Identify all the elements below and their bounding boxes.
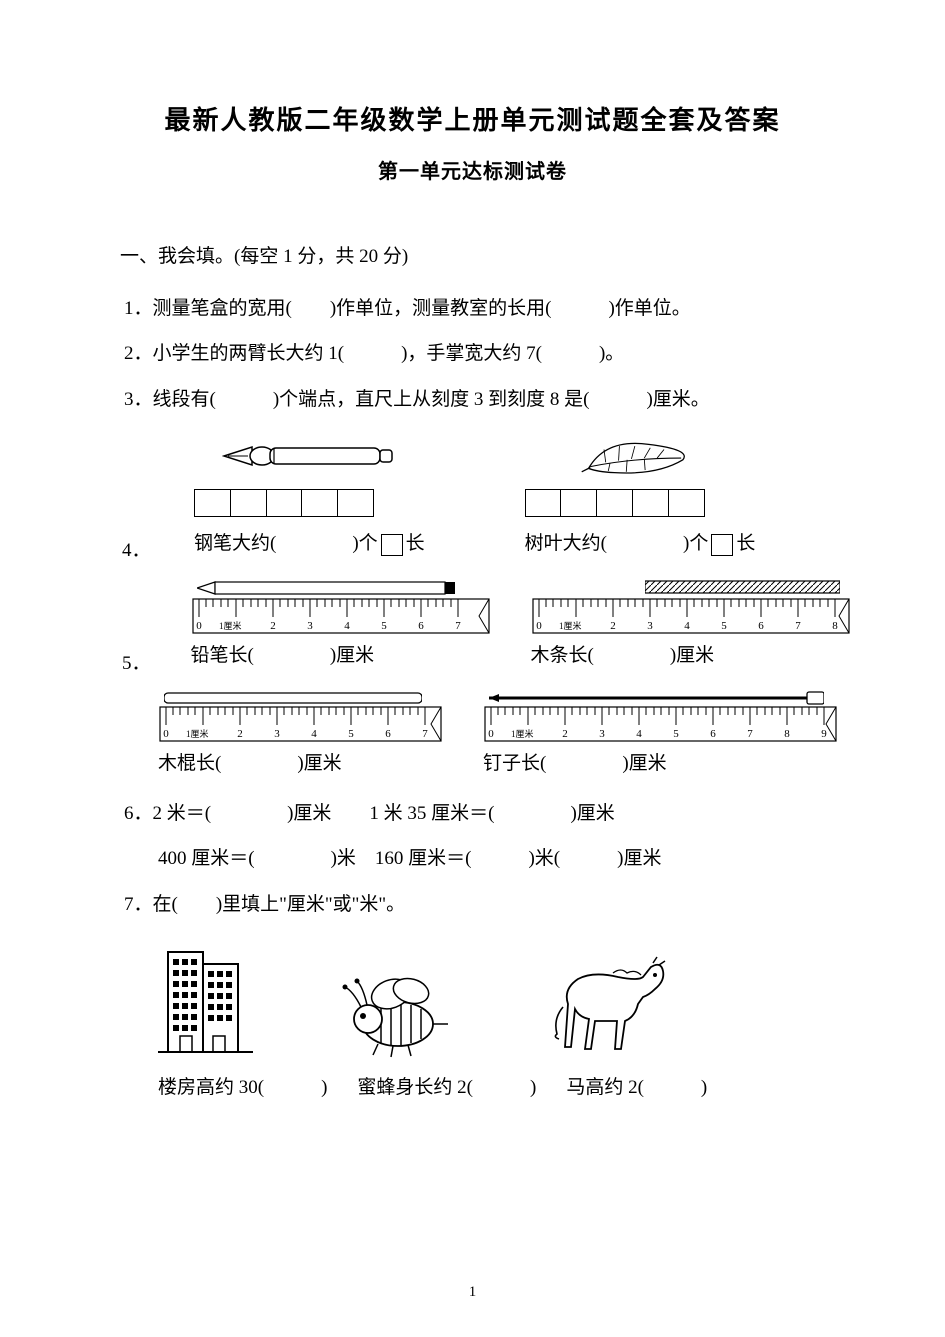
svg-text:5: 5 xyxy=(721,620,727,632)
subtitle: 第一单元达标测试卷 xyxy=(120,155,825,184)
question-7: 7．在( )里填上"厘米"或"米"。 xyxy=(120,882,825,928)
q5-wood-caption: 木条长( )厘米 xyxy=(531,635,851,677)
q4-pen-suffix: 长 xyxy=(406,533,425,554)
ruler-1: 0 1厘米 2 3 4 5 6 7 xyxy=(191,575,491,635)
svg-text:6: 6 xyxy=(418,620,424,632)
svg-text:5: 5 xyxy=(673,728,679,740)
svg-text:3: 3 xyxy=(274,728,280,740)
question-4-figures: 4． 钢笔大约( )个 长 xyxy=(120,428,825,565)
q4-pen-caption: 钢笔大约( )个 长 xyxy=(194,523,425,565)
unit-box-icon xyxy=(711,534,733,556)
svg-text:7: 7 xyxy=(422,728,428,740)
q7-horse-caption: 马高约 2( ) xyxy=(566,1067,707,1109)
ruler-3: 0 1厘米 2 3 4 5 6 7 xyxy=(158,683,443,743)
svg-text:7: 7 xyxy=(455,620,461,632)
svg-text:8: 8 xyxy=(784,728,790,740)
svg-text:2: 2 xyxy=(562,728,568,740)
leaf-icon xyxy=(525,428,756,483)
svg-text:4: 4 xyxy=(636,728,642,740)
q4-pen-boxes xyxy=(194,489,374,517)
question-6-line1: 6．2 米＝( )厘米 1 米 35 厘米＝( )厘米 xyxy=(120,791,825,837)
ruler-icon: 0 1厘米 2 3 4 5 6 7 8 xyxy=(531,597,851,635)
svg-text:6: 6 xyxy=(758,620,764,632)
q7-bee-caption: 蜜蜂身长约 2( ) xyxy=(357,1067,536,1109)
svg-text:3: 3 xyxy=(307,620,313,632)
hatched-bar-icon xyxy=(645,579,840,595)
pencil-icon xyxy=(197,579,455,597)
q5-ruler1-block: 0 1厘米 2 3 4 5 6 7 铅笔长( )厘米 xyxy=(191,575,491,677)
unit-box-icon xyxy=(381,534,403,556)
svg-text:3: 3 xyxy=(647,620,653,632)
q4-pen-block: 钢笔大约( )个 长 xyxy=(194,428,425,565)
svg-text:5: 5 xyxy=(381,620,387,632)
section-1-heading: 一、我会填。(每空 1 分，共 20 分) xyxy=(120,234,825,280)
main-title: 最新人教版二年级数学上册单元测试题全套及答案 xyxy=(120,100,825,137)
ruler-4: 0 1厘米 2 3 4 5 6 7 8 9 xyxy=(483,683,838,743)
svg-text:9: 9 xyxy=(821,728,827,740)
q5-stick-caption: 木棍长( )厘米 xyxy=(158,743,443,785)
q7-building-caption: 楼房高约 30( ) xyxy=(158,1067,327,1109)
q4-leaf-caption: 树叶大约( )个 长 xyxy=(525,523,756,565)
svg-text:4: 4 xyxy=(684,620,690,632)
pen-icon xyxy=(194,428,425,483)
svg-text:5: 5 xyxy=(348,728,354,740)
q4-leaf-suffix: 长 xyxy=(736,533,755,554)
svg-text:0: 0 xyxy=(488,728,494,740)
svg-text:4: 4 xyxy=(311,728,317,740)
svg-text:1厘米: 1厘米 xyxy=(511,728,534,739)
svg-text:2: 2 xyxy=(610,620,616,632)
q7-captions: 楼房高约 30( ) 蜜蜂身长约 2( ) 马高约 2( ) xyxy=(120,1067,825,1109)
svg-text:0: 0 xyxy=(196,620,202,632)
q4-leaf-text: 树叶大约( )个 xyxy=(525,533,709,554)
horse-icon xyxy=(543,949,673,1059)
ruler-icon: 0 1厘米 2 3 4 5 6 7 8 9 xyxy=(483,705,838,743)
q5-ruler2-block: 0 1厘米 2 3 4 5 6 7 8 木条长( )厘米 xyxy=(531,575,851,677)
ruler-2: 0 1厘米 2 3 4 5 6 7 8 xyxy=(531,575,851,635)
question-2: 2．小学生的两臂长大约 1( )，手掌宽大约 7( )。 xyxy=(120,331,825,377)
building-icon xyxy=(158,944,253,1059)
ruler-icon: 0 1厘米 2 3 4 5 6 7 xyxy=(158,705,443,743)
svg-text:0: 0 xyxy=(536,620,542,632)
svg-text:2: 2 xyxy=(237,728,243,740)
question-1: 1．测量笔盒的宽用( )作单位，测量教室的长用( )作单位。 xyxy=(120,286,825,332)
question-5-row1: 5． 0 1厘米 xyxy=(120,575,825,677)
svg-text:7: 7 xyxy=(795,620,801,632)
page-number: 1 xyxy=(0,1284,945,1301)
svg-text:0: 0 xyxy=(163,728,169,740)
svg-text:2: 2 xyxy=(270,620,276,632)
svg-text:4: 4 xyxy=(344,620,350,632)
question-6-line2: 400 厘米＝( )米 160 厘米＝( )米( )厘米 xyxy=(120,836,825,882)
q5-prefix: 5． xyxy=(122,651,151,677)
svg-text:6: 6 xyxy=(385,728,391,740)
q4-prefix: 4． xyxy=(122,537,154,565)
svg-text:1厘米: 1厘米 xyxy=(219,620,242,631)
q4-leaf-boxes xyxy=(525,489,705,517)
q4-leaf-block: 树叶大约( )个 长 xyxy=(525,428,756,565)
bee-icon xyxy=(333,969,463,1059)
svg-text:6: 6 xyxy=(710,728,716,740)
q5-nail-caption: 钉子长( )厘米 xyxy=(483,743,838,785)
q5-pencil-caption: 铅笔长( )厘米 xyxy=(191,635,491,677)
question-5-row2: 0 1厘米 2 3 4 5 6 7 木棍长( )厘米 xyxy=(120,683,825,785)
svg-text:3: 3 xyxy=(599,728,605,740)
ruler-icon: 0 1厘米 2 3 4 5 6 7 xyxy=(191,597,491,635)
q5-ruler3-block: 0 1厘米 2 3 4 5 6 7 木棍长( )厘米 xyxy=(158,683,443,785)
q5-ruler4-block: 0 1厘米 2 3 4 5 6 7 8 9 钉子长( )厘米 xyxy=(483,683,838,785)
svg-text:8: 8 xyxy=(832,620,838,632)
svg-text:7: 7 xyxy=(747,728,753,740)
q7-figures xyxy=(120,944,825,1059)
question-3: 3．线段有( )个端点，直尺上从刻度 3 到刻度 8 是( )厘米。 xyxy=(120,377,825,423)
q4-pen-text: 钢笔大约( )个 xyxy=(194,533,378,554)
svg-text:1厘米: 1厘米 xyxy=(559,620,582,631)
svg-text:1厘米: 1厘米 xyxy=(186,728,209,739)
